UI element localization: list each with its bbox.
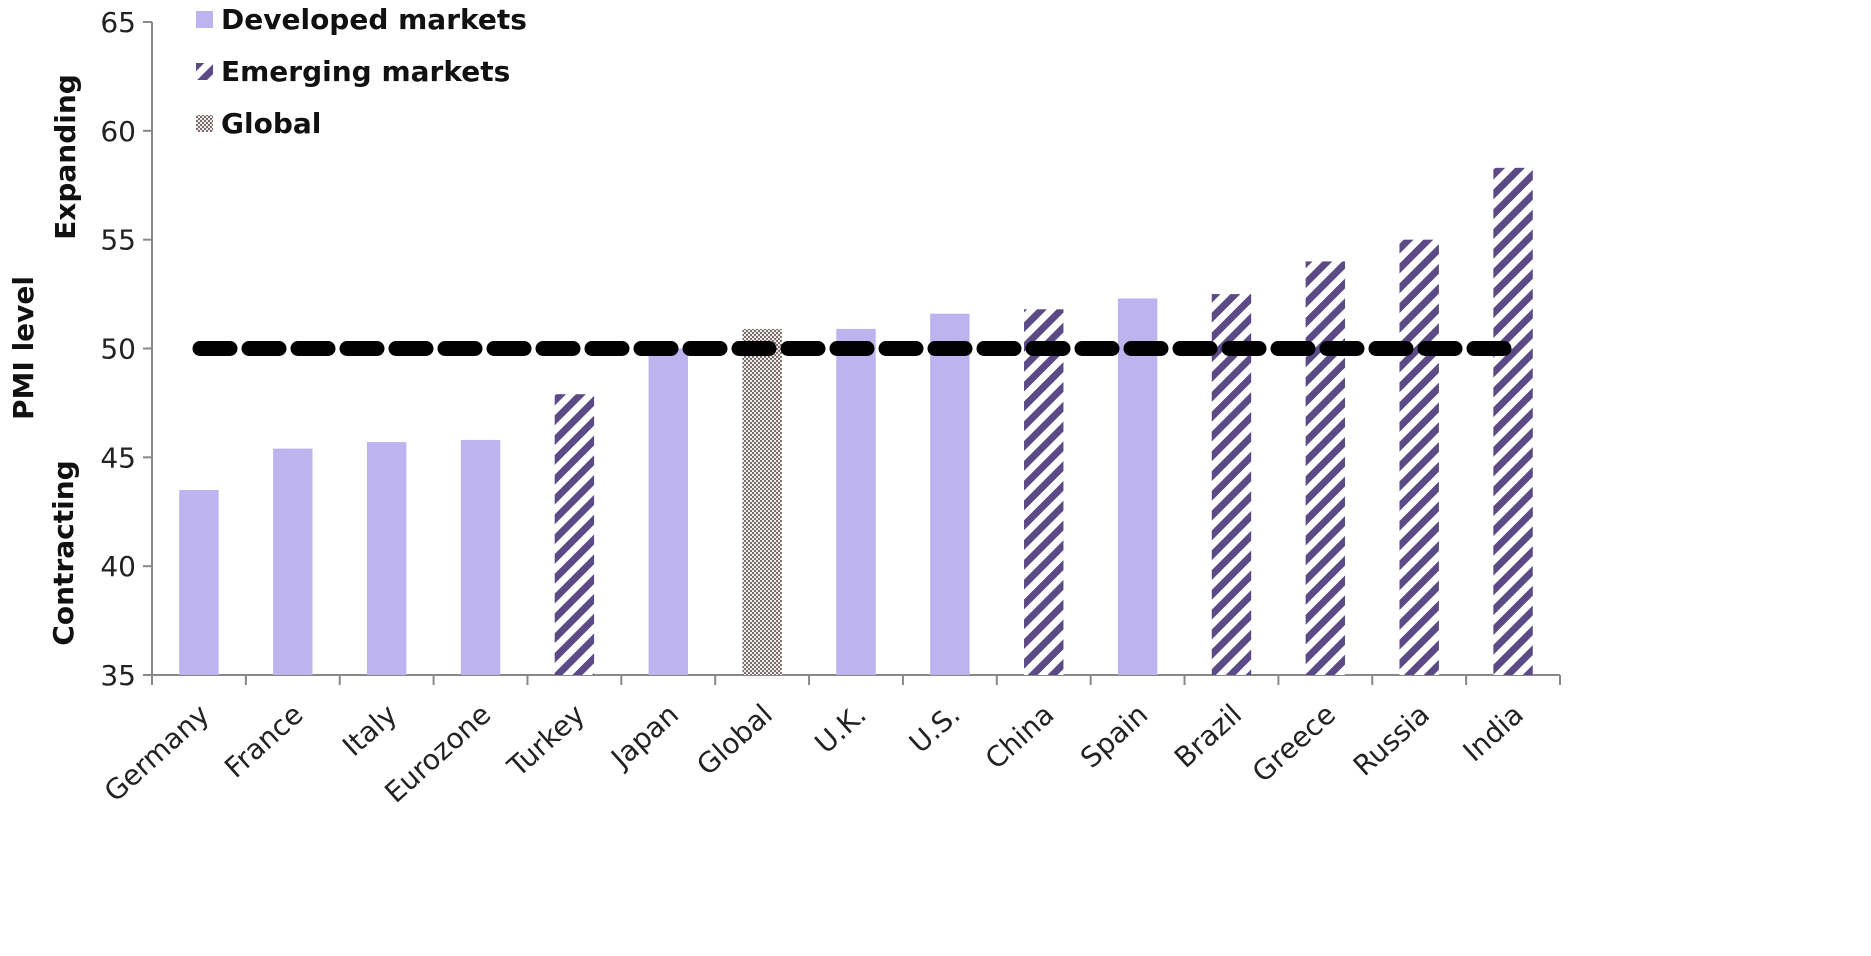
- legend-label-developed: Developed markets: [221, 3, 527, 36]
- bar-italy: [366, 442, 407, 675]
- x-tick-label: Greece: [1246, 698, 1342, 789]
- legend-label-global: Global: [221, 107, 321, 140]
- y-axis-lower-label: Contracting: [47, 460, 80, 645]
- bar-turkey: [554, 394, 595, 675]
- bar-u-s: [930, 313, 970, 675]
- legend: Developed markets Emerging markets Globa…: [196, 3, 527, 140]
- bar-germany: [179, 489, 219, 675]
- bar-france: [273, 448, 313, 675]
- bar-japan: [648, 348, 688, 675]
- y-axis-upper-label: Expanding: [49, 74, 82, 240]
- bar-china: [1024, 309, 1064, 675]
- y-axis-ticks: 35 40 45 50 55 60 65: [100, 6, 152, 692]
- bar-spain: [1117, 298, 1158, 675]
- x-tick-label: U.K.: [808, 698, 872, 760]
- x-tick-label: Global: [690, 698, 778, 782]
- y-tick-label: 50: [100, 333, 136, 366]
- bar-eurozone: [460, 439, 501, 675]
- x-tick-label: U.S.: [903, 698, 967, 760]
- y-tick-label: 35: [100, 659, 136, 692]
- bar-india: [1493, 167, 1533, 675]
- x-tick-label: India: [1457, 698, 1530, 769]
- x-tick-label: China: [979, 698, 1061, 776]
- y-tick-label: 65: [100, 6, 136, 39]
- x-tick-label: Japan: [603, 698, 685, 776]
- bar-u-k: [836, 328, 876, 675]
- y-axis-title: PMI level: [7, 276, 40, 420]
- x-tick-label: Spain: [1074, 698, 1154, 775]
- x-tick-label: France: [218, 698, 309, 785]
- bars: [179, 167, 1533, 675]
- y-tick-label: 55: [100, 224, 136, 257]
- legend-swatch-emerging: [196, 63, 213, 80]
- x-tick-label: Germany: [98, 698, 216, 809]
- bar-brazil: [1211, 294, 1252, 675]
- y-tick-label: 60: [100, 115, 136, 148]
- x-tick-label: Turkey: [501, 698, 592, 784]
- legend-label-emerging: Emerging markets: [221, 55, 510, 88]
- x-tick-label: Brazil: [1168, 698, 1248, 775]
- x-axis-ticks: [151, 675, 1561, 685]
- y-tick-label: 45: [100, 441, 136, 474]
- bar-greece: [1305, 261, 1346, 675]
- x-tick-label: Russia: [1347, 698, 1436, 783]
- bar-global: [742, 328, 782, 675]
- legend-swatch-global: [196, 115, 213, 132]
- x-tick-label: Italy: [336, 698, 403, 763]
- y-tick-label: 40: [100, 550, 136, 583]
- bar-russia: [1399, 239, 1439, 675]
- legend-swatch-developed: [196, 11, 213, 28]
